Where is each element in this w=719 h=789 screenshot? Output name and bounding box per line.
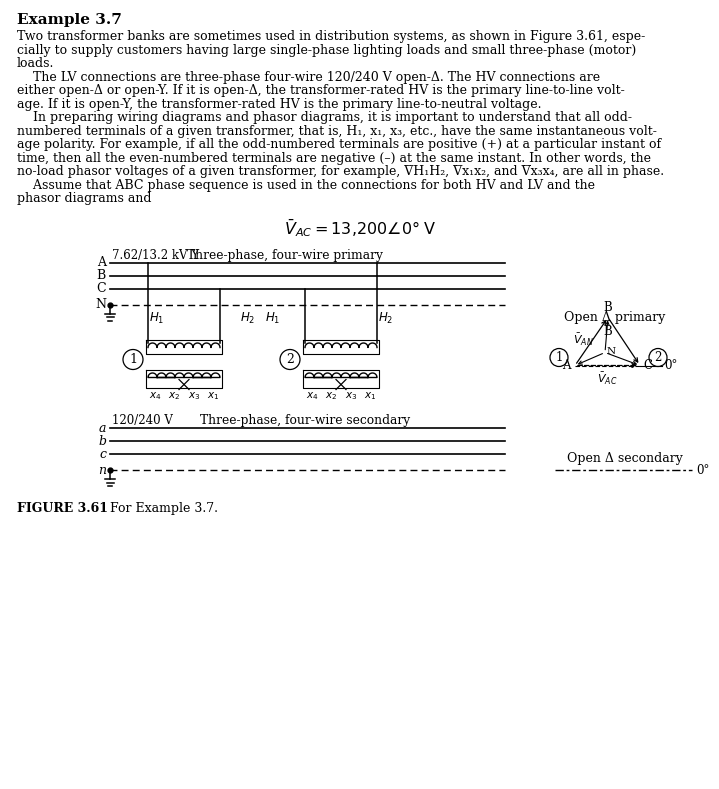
Text: $H_1$: $H_1$ bbox=[265, 310, 280, 326]
Text: Example 3.7: Example 3.7 bbox=[17, 13, 122, 27]
Text: N: N bbox=[607, 347, 616, 356]
Text: $x_2$: $x_2$ bbox=[168, 390, 180, 402]
Text: numbered terminals of a given transformer, that is, H₁, x₁, x₃, etc., have the s: numbered terminals of a given transforme… bbox=[17, 125, 657, 137]
Text: Two transformer banks are sometimes used in distribution systems, as shown in Fi: Two transformer banks are sometimes used… bbox=[17, 30, 645, 43]
Text: $x_4$: $x_4$ bbox=[306, 390, 319, 402]
Text: C: C bbox=[643, 359, 652, 372]
Text: Three-phase, four-wire secondary: Three-phase, four-wire secondary bbox=[200, 414, 410, 427]
Text: The LV connections are three-phase four-wire 120/240 V open-Δ. The HV connection: The LV connections are three-phase four-… bbox=[17, 70, 600, 84]
Text: A: A bbox=[97, 256, 106, 269]
Text: b: b bbox=[98, 435, 106, 447]
Text: 1: 1 bbox=[129, 353, 137, 366]
Text: loads.: loads. bbox=[17, 57, 55, 70]
Text: $\bar{V}_{AC} = 13{,}200\angle 0°\;\mathrm{V}$: $\bar{V}_{AC} = 13{,}200\angle 0°\;\math… bbox=[284, 218, 436, 239]
Text: 2: 2 bbox=[654, 351, 661, 364]
Text: cially to supply customers having large single-phase lighting loads and small th: cially to supply customers having large … bbox=[17, 43, 636, 57]
Text: $x_1$: $x_1$ bbox=[206, 390, 219, 402]
Text: $x_2$: $x_2$ bbox=[325, 390, 337, 402]
Text: Assume that ABC phase sequence is used in the connections for both HV and LV and: Assume that ABC phase sequence is used i… bbox=[17, 178, 595, 192]
Text: phasor diagrams and: phasor diagrams and bbox=[17, 192, 152, 205]
Text: N: N bbox=[95, 298, 106, 311]
Text: $H_1$: $H_1$ bbox=[149, 310, 165, 326]
Text: B: B bbox=[604, 324, 613, 338]
Text: time, then all the even-numbered terminals are negative (–) at the same instant.: time, then all the even-numbered termina… bbox=[17, 151, 651, 164]
Text: c: c bbox=[99, 447, 106, 461]
Text: $x_4$: $x_4$ bbox=[149, 390, 162, 402]
Text: 2: 2 bbox=[286, 353, 294, 366]
Text: $\bar{V}_{AN}$: $\bar{V}_{AN}$ bbox=[573, 331, 594, 347]
Text: In preparing wiring diagrams and phasor diagrams, it is important to understand : In preparing wiring diagrams and phasor … bbox=[17, 111, 632, 124]
Text: no-load phasor voltages of a given transformer, for example, V̅H₁H₂, V̅x₁x₂, and: no-load phasor voltages of a given trans… bbox=[17, 165, 664, 178]
Text: A: A bbox=[562, 359, 571, 372]
Text: $x_1$: $x_1$ bbox=[364, 390, 376, 402]
Text: either open-Δ or open-Y. If it is open-Δ, the transformer-rated HV is the primar: either open-Δ or open-Y. If it is open-Δ… bbox=[17, 84, 625, 97]
Text: $H_2$: $H_2$ bbox=[378, 310, 393, 326]
Text: Open Δ primary: Open Δ primary bbox=[564, 311, 666, 323]
Text: 0°: 0° bbox=[664, 359, 677, 372]
Text: $\bar{V}_{AC}$: $\bar{V}_{AC}$ bbox=[597, 371, 617, 387]
Text: Three-phase, four-wire primary: Three-phase, four-wire primary bbox=[187, 249, 383, 261]
Text: C: C bbox=[96, 282, 106, 295]
Text: $H_2$: $H_2$ bbox=[240, 310, 255, 326]
Text: 7.62/13.2 kV Y: 7.62/13.2 kV Y bbox=[112, 249, 199, 261]
Text: 0°: 0° bbox=[696, 463, 710, 477]
Text: n: n bbox=[98, 463, 106, 477]
Text: FIGURE 3.61: FIGURE 3.61 bbox=[17, 502, 108, 515]
Text: a: a bbox=[99, 421, 106, 435]
Text: age. If it is open-Y, the transformer-rated HV is the primary line-to-neutral vo: age. If it is open-Y, the transformer-ra… bbox=[17, 98, 541, 110]
Text: $x_3$: $x_3$ bbox=[188, 390, 201, 402]
Text: $x_3$: $x_3$ bbox=[345, 390, 357, 402]
Text: Open Δ secondary: Open Δ secondary bbox=[567, 452, 683, 465]
Text: age polarity. For example, if all the odd-numbered terminals are positive (+) at: age polarity. For example, if all the od… bbox=[17, 138, 661, 151]
Text: B: B bbox=[604, 301, 613, 313]
Text: For Example 3.7.: For Example 3.7. bbox=[98, 502, 218, 515]
Text: 1: 1 bbox=[555, 351, 563, 364]
Text: B: B bbox=[97, 269, 106, 282]
Text: 120/240 V: 120/240 V bbox=[112, 414, 173, 427]
